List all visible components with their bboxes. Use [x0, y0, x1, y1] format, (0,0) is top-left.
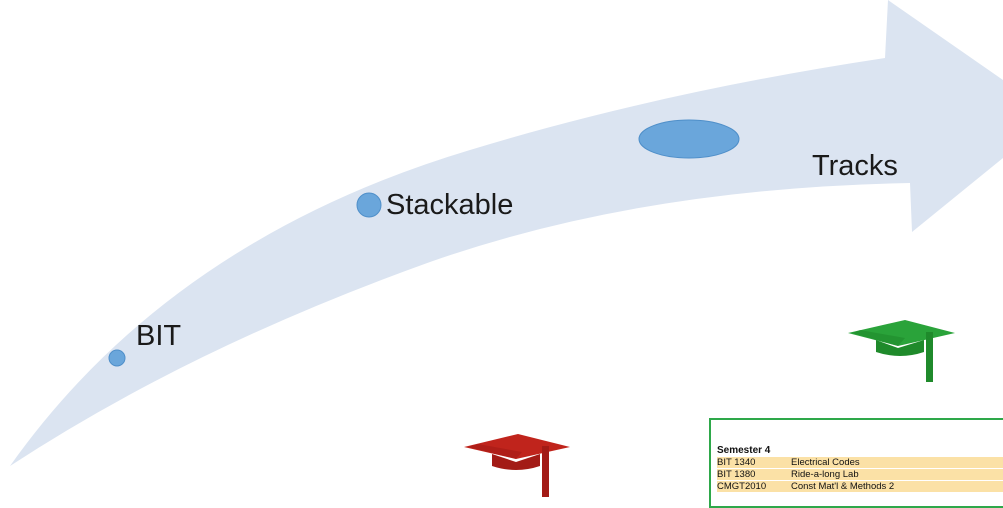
- semester-panel: Semester 4 BIT 1340 Electrical Codes BIT…: [709, 418, 1003, 508]
- course-row: CMGT2010 Const Mat'l & Methods 2: [717, 481, 1003, 492]
- stackable-dot: [356, 192, 382, 218]
- course-code: BIT 1340: [717, 457, 756, 468]
- tracks-dot: [638, 119, 740, 159]
- progress-arrow-diagram: [10, 0, 1003, 497]
- course-row: BIT 1340 Electrical Codes: [717, 457, 1003, 468]
- course-code: BIT 1380: [717, 469, 756, 480]
- course-row: BIT 1380 Ride-a-long Lab: [717, 469, 1003, 480]
- tracks-label: Tracks: [812, 150, 898, 182]
- stackable-label: Stackable: [386, 189, 514, 221]
- green-graduation-cap-icon: [848, 320, 955, 382]
- course-name: Ride-a-long Lab: [791, 469, 859, 480]
- course-name: Const Mat'l & Methods 2: [791, 481, 895, 492]
- course-code: CMGT2010: [717, 481, 767, 492]
- bit-label: BIT: [136, 320, 182, 352]
- curved-arrow: [10, 0, 1003, 466]
- course-name: Electrical Codes: [791, 457, 860, 468]
- bit-dot: [108, 349, 126, 367]
- red-graduation-cap-icon: [464, 434, 570, 497]
- semester-title: Semester 4: [717, 445, 771, 456]
